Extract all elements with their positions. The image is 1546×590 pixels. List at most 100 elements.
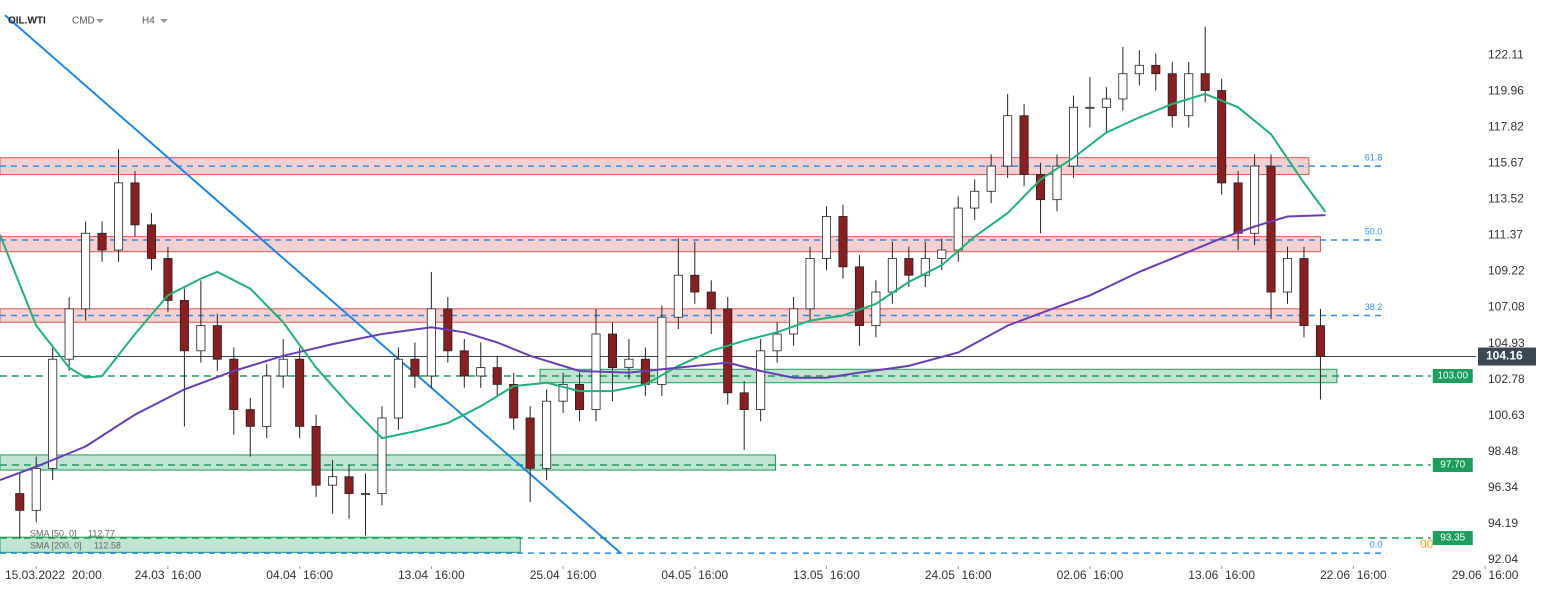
candle-body	[229, 358, 239, 410]
candle-body	[1118, 73, 1128, 100]
candle-body	[1134, 64, 1144, 75]
candle-body	[1019, 115, 1029, 175]
candle-body	[97, 232, 107, 251]
x-tick-label: 13.06 16:00	[1188, 568, 1255, 582]
candle-body	[377, 417, 387, 494]
zone	[0, 236, 1321, 253]
candle-body	[1250, 165, 1260, 234]
level-label: 97.70	[1440, 460, 1465, 471]
x-tick-label: 13.04 16:00	[398, 568, 465, 582]
candle-body	[953, 207, 963, 251]
candle-body	[360, 493, 371, 495]
candle-body	[525, 417, 535, 469]
level-box	[1432, 369, 1473, 384]
candle-body	[772, 333, 782, 352]
y-tick-label: 115.67	[1488, 155, 1524, 169]
candle-body	[986, 165, 996, 192]
candle-body	[344, 476, 354, 494]
symbol[interactable]: OIL.WTI	[8, 16, 46, 27]
candle-body	[146, 224, 156, 259]
candle-body	[558, 383, 568, 402]
y-tick-label: 117.82	[1488, 119, 1524, 133]
y-tick-label: 92.04	[1488, 552, 1518, 566]
candle-body	[393, 358, 403, 419]
candle-body	[1184, 73, 1194, 117]
candle-body	[904, 258, 914, 276]
candle-body	[476, 367, 486, 377]
y-tick-label: 98.48	[1488, 444, 1518, 458]
fib-label: 38.2	[1365, 302, 1383, 312]
candle-body	[196, 325, 206, 352]
candle-body	[970, 190, 980, 209]
fib-label: 50.0	[1365, 226, 1383, 236]
candle-body	[15, 493, 25, 511]
candle-body	[1315, 325, 1325, 357]
y-tick-label: 119.96	[1488, 83, 1524, 97]
price-label: 104.16	[1486, 349, 1523, 363]
sma-legend-value: 112.58	[94, 540, 121, 550]
market: CMD	[72, 16, 95, 27]
sma-legend-name: SMA [50, 0]	[30, 528, 77, 538]
y-tick-label: 109.22	[1488, 264, 1525, 278]
candle-body	[657, 316, 667, 385]
sma-legend-value: 112.77	[88, 528, 115, 538]
candle-body	[624, 358, 634, 369]
candle-body	[328, 476, 338, 486]
candle-body	[245, 409, 255, 427]
candle-body	[1200, 73, 1210, 91]
y-tick-label: 111.37	[1488, 228, 1523, 242]
y-tick-label: 94.19	[1488, 516, 1518, 530]
candle-body	[1101, 98, 1111, 108]
candle-body	[937, 249, 947, 259]
x-tick-label: 04.04 16:00	[266, 568, 333, 582]
x-tick-label: 02.06 16:00	[1057, 568, 1124, 582]
sma-line	[0, 214, 1326, 482]
candle-body	[311, 425, 321, 486]
candle-body	[1036, 174, 1046, 201]
annotation: 00	[1420, 537, 1434, 551]
candle-body	[542, 400, 552, 469]
level-label: 93.35	[1440, 533, 1465, 544]
candle-body	[838, 216, 848, 268]
candle-body	[1167, 73, 1177, 117]
y-tick-label: 104.93	[1488, 336, 1525, 350]
candle-body	[212, 325, 222, 360]
candle-body	[1233, 182, 1243, 234]
candle-body	[756, 350, 766, 410]
candle-body	[1085, 106, 1095, 109]
fib-label: 61.8	[1365, 152, 1383, 162]
y-tick-label: 96.34	[1488, 480, 1518, 494]
candle-body	[1266, 165, 1276, 293]
timeframe-dropdown[interactable]	[160, 19, 168, 23]
candle-body	[607, 333, 617, 369]
sma-legend-name: SMA [200, 0]	[30, 540, 82, 550]
candle-body	[690, 274, 700, 293]
timeframe[interactable]: H4	[142, 16, 155, 27]
zone	[0, 454, 776, 471]
candle-body	[920, 258, 930, 276]
candle-body	[575, 383, 585, 410]
x-tick-label: 25.04 16:00	[530, 568, 597, 582]
candle-body	[854, 266, 864, 327]
market-dropdown[interactable]	[96, 19, 104, 23]
candle-body	[163, 258, 173, 301]
x-tick-label: 22.06 16:00	[1320, 568, 1387, 582]
y-tick-label: 113.52	[1488, 192, 1524, 206]
candle-body	[1282, 258, 1293, 293]
candle-body	[1299, 258, 1309, 327]
candle-body	[805, 258, 815, 310]
level-label: 103.00	[1437, 371, 1468, 382]
candle-body	[1151, 64, 1161, 75]
candle-body	[492, 367, 502, 385]
candle-body	[1217, 90, 1227, 184]
candle-body	[64, 308, 74, 360]
x-tick-label: 15.03.2022 20:00	[5, 568, 102, 582]
candle-body	[130, 182, 140, 226]
candle-body	[871, 291, 881, 327]
candle-body	[114, 182, 124, 251]
level-box	[1432, 531, 1473, 546]
candle-body	[789, 308, 799, 335]
candle-body	[821, 216, 832, 259]
x-tick-label: 24.03 16:00	[135, 568, 202, 582]
